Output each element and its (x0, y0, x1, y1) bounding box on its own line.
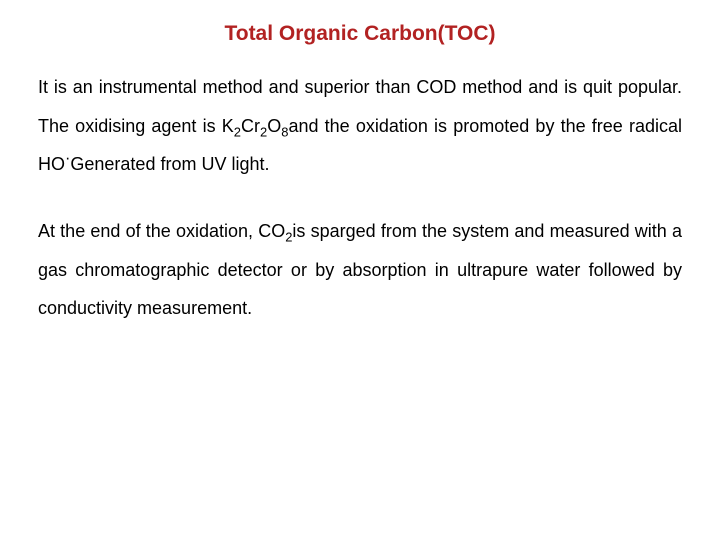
p2-s1: At the end of the oxidation, CO (38, 221, 285, 241)
p1-sub1: 2 (234, 124, 241, 139)
document-page: Total Organic Carbon(TOC) It is an instr… (0, 0, 720, 540)
p1-s3: O (267, 116, 281, 136)
page-title: Total Organic Carbon(TOC) (38, 22, 682, 46)
paragraph-1: It is an instrumental method and superio… (38, 68, 682, 184)
paragraph-2: At the end of the oxidation, CO2is sparg… (38, 212, 682, 328)
p1-s5: Generated from UV light. (70, 154, 269, 174)
p1-s2: Cr (241, 116, 260, 136)
